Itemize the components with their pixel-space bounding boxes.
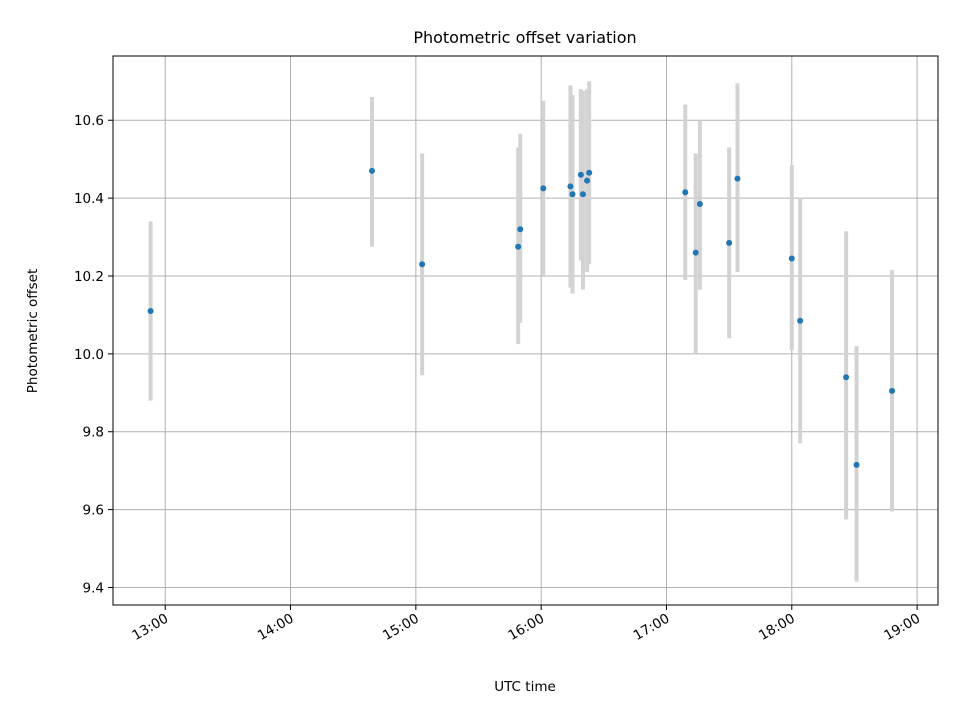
data-point <box>586 169 593 176</box>
plot-frame <box>112 55 939 606</box>
x-axis-label: UTC time <box>494 679 556 695</box>
data-point <box>419 261 426 268</box>
data-point <box>577 171 584 178</box>
data-point <box>584 177 591 184</box>
y-tick-label: 9.8 <box>83 425 104 441</box>
data-point <box>540 185 547 192</box>
data-point <box>853 461 860 468</box>
data-points <box>147 167 896 468</box>
y-axis: 9.4 9.6 9.8 10.0 10.2 10.4 10.6 <box>74 113 113 596</box>
y-axis-label: Photometric offset <box>25 269 41 393</box>
data-point <box>889 387 896 394</box>
y-tick-label: 9.4 <box>83 580 104 596</box>
data-point <box>696 200 703 207</box>
data-point <box>579 191 586 198</box>
data-point <box>567 183 574 190</box>
data-point <box>368 167 375 174</box>
chart-title: Photometric offset variation <box>413 28 636 47</box>
y-tick-label: 10.2 <box>74 269 104 285</box>
data-point <box>569 191 576 198</box>
data-point <box>515 243 522 250</box>
y-tick-label: 9.6 <box>83 503 104 519</box>
data-point <box>692 249 699 256</box>
data-point <box>843 374 850 381</box>
data-point <box>682 189 689 196</box>
data-point <box>147 308 154 315</box>
data-point <box>797 317 804 324</box>
data-point <box>726 239 733 246</box>
data-point <box>734 175 741 182</box>
data-point <box>788 255 795 262</box>
y-tick-label: 10.6 <box>74 113 104 129</box>
y-tick-label: 10.4 <box>74 191 104 207</box>
y-tick-label: 10.0 <box>74 347 104 363</box>
data-point <box>517 226 524 233</box>
